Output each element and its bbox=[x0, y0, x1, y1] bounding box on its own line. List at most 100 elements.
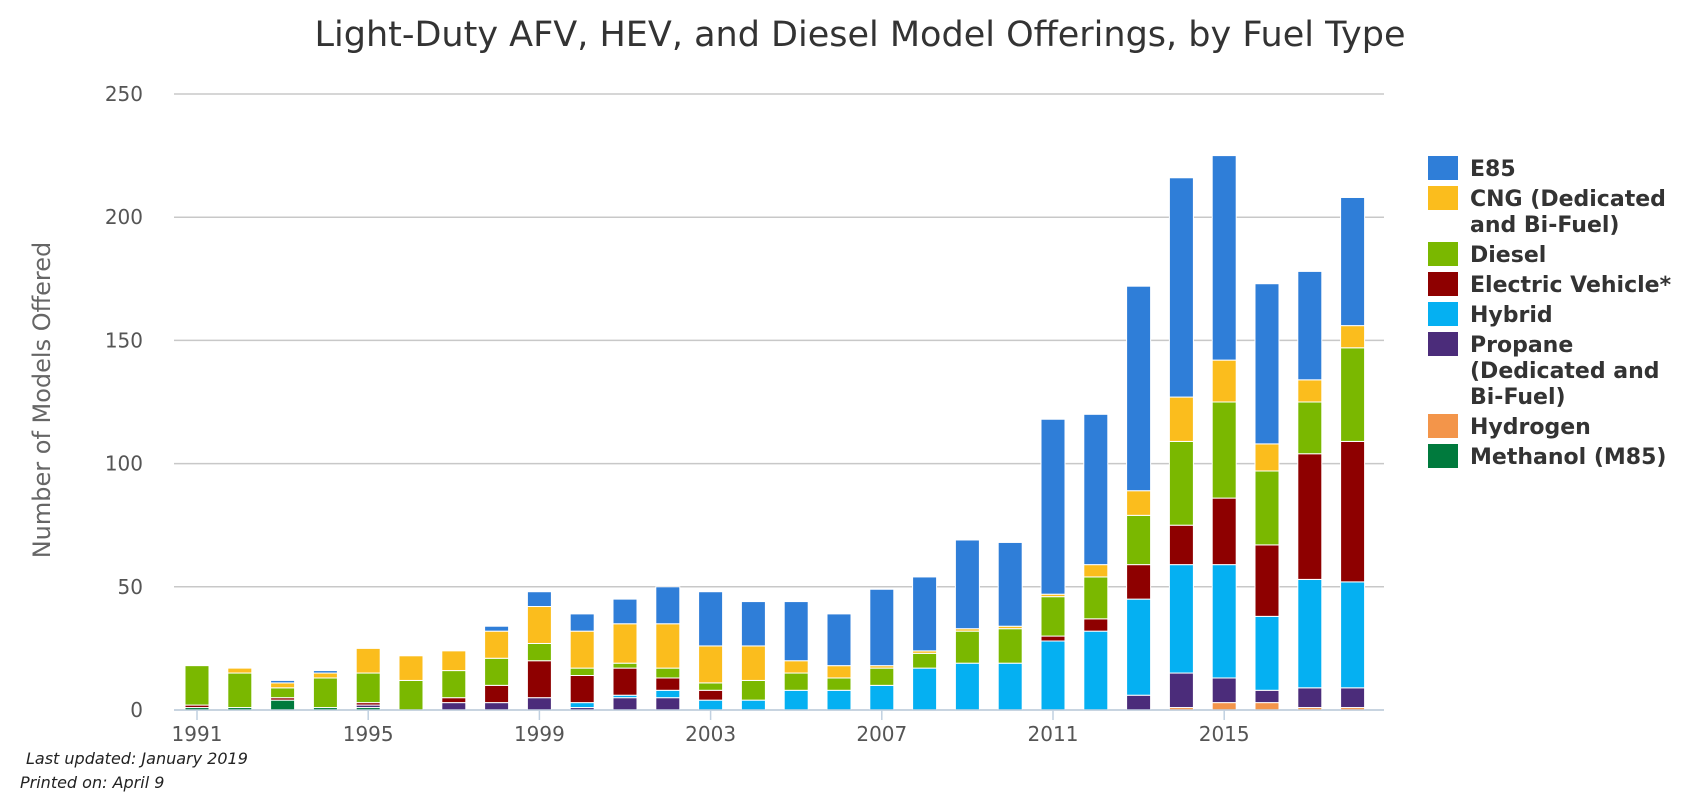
y-tick-label: 250 bbox=[105, 82, 143, 106]
bar-segment bbox=[569, 675, 595, 704]
legend-label: Hybrid bbox=[1470, 303, 1553, 328]
bar-segment bbox=[1126, 564, 1152, 600]
bar-segment bbox=[1126, 694, 1152, 711]
bar-segment bbox=[1168, 440, 1194, 526]
y-tick-label: 50 bbox=[118, 575, 143, 599]
x-axis-ticks: 1991 1995 1999 2003 2007 2011 2015 bbox=[172, 709, 1384, 746]
y-axis-ticks: 0 50 100 150 200 250 bbox=[105, 82, 143, 722]
y-tick-label: 100 bbox=[105, 452, 143, 476]
y-tick-label: 200 bbox=[105, 205, 143, 229]
bar-segment bbox=[1211, 155, 1237, 361]
bar-segment bbox=[569, 613, 595, 632]
bar-segment bbox=[740, 645, 766, 681]
bar-segment bbox=[1254, 283, 1280, 445]
bar-segment bbox=[1168, 177, 1194, 398]
bar-segment bbox=[783, 601, 809, 662]
legend-swatch bbox=[1428, 414, 1458, 438]
x-tick-label: 1991 bbox=[172, 722, 223, 746]
bar-segment bbox=[227, 667, 253, 674]
x-tick-label: 2011 bbox=[1028, 722, 1079, 746]
bar-segment bbox=[1211, 564, 1237, 679]
bar-segment bbox=[655, 689, 681, 699]
bar-segment bbox=[1083, 630, 1109, 711]
bar-segment bbox=[1297, 578, 1323, 689]
bar-segment bbox=[869, 588, 895, 667]
bar-segment bbox=[270, 679, 296, 684]
bar-segment bbox=[1211, 677, 1237, 704]
bar-segment bbox=[783, 672, 809, 691]
legend-label: Propane bbox=[1470, 333, 1573, 358]
legend-label: and Bi-Fuel) bbox=[1470, 213, 1619, 238]
bar-segment bbox=[1254, 544, 1280, 617]
bar-segment bbox=[1211, 401, 1237, 499]
bar-segment bbox=[441, 697, 467, 704]
legend-swatch bbox=[1428, 272, 1458, 296]
bar-segment bbox=[1083, 576, 1109, 620]
legend-swatch bbox=[1428, 302, 1458, 326]
chart-title: Light-Duty AFV, HEV, and Diesel Model Of… bbox=[315, 15, 1406, 55]
bar-segment bbox=[355, 647, 381, 674]
bar-segment bbox=[655, 677, 681, 691]
bar-segment bbox=[526, 642, 552, 662]
legend-item[interactable]: Electric Vehicle* bbox=[1428, 272, 1672, 298]
legend-label: Hydrogen bbox=[1470, 415, 1591, 440]
bar-segment bbox=[612, 662, 638, 669]
bar-segment bbox=[1040, 635, 1066, 642]
bar-segment bbox=[869, 684, 895, 711]
bar-segment bbox=[740, 699, 766, 711]
bar-segment bbox=[1083, 564, 1109, 578]
bar-segment bbox=[312, 672, 338, 679]
bar-segment bbox=[569, 630, 595, 669]
bar-segment bbox=[1297, 687, 1323, 709]
bar-segment bbox=[270, 682, 296, 689]
x-tick-label: 2003 bbox=[685, 722, 736, 746]
y-tick-label: 150 bbox=[105, 328, 143, 352]
bar-segment bbox=[526, 660, 552, 699]
bar-segment bbox=[997, 662, 1023, 711]
bar-segment bbox=[1340, 347, 1366, 442]
bar-segment bbox=[1297, 401, 1323, 455]
bar-segment bbox=[997, 628, 1023, 664]
bar-segment bbox=[1083, 618, 1109, 632]
bar-segment bbox=[698, 699, 724, 711]
bar-segment bbox=[1040, 418, 1066, 595]
bar-segment bbox=[954, 662, 980, 711]
legend-item[interactable]: Hybrid bbox=[1428, 302, 1553, 328]
bar-segment bbox=[398, 679, 424, 711]
last-updated-note: Last updated: January 2019 bbox=[26, 749, 248, 768]
legend-swatch bbox=[1428, 242, 1458, 266]
bar-segment bbox=[484, 625, 510, 632]
bar-segment bbox=[484, 702, 510, 711]
legend-item[interactable]: Hydrogen bbox=[1428, 414, 1591, 440]
bar-segment bbox=[740, 679, 766, 701]
bar-segment bbox=[1040, 596, 1066, 637]
legend-item[interactable]: E85 bbox=[1428, 156, 1516, 182]
bar-segment bbox=[1254, 443, 1280, 472]
bar-segment bbox=[1340, 687, 1366, 709]
bar-segment bbox=[184, 665, 210, 706]
legend-item[interactable]: Methanol (M85) bbox=[1428, 444, 1666, 470]
legend-swatch bbox=[1428, 156, 1458, 180]
bar-segment bbox=[1297, 453, 1323, 580]
bar-segment bbox=[1340, 581, 1366, 689]
legend-item[interactable]: Diesel bbox=[1428, 242, 1546, 268]
legend-label: Bi-Fuel) bbox=[1470, 385, 1566, 410]
x-tick-label: 1999 bbox=[514, 722, 565, 746]
bar-segment bbox=[912, 667, 938, 711]
bar-segment bbox=[270, 687, 296, 699]
bar-segment bbox=[655, 667, 681, 679]
bar-segment bbox=[997, 541, 1023, 627]
bar-segment bbox=[1254, 702, 1280, 711]
bar-segment bbox=[869, 667, 895, 686]
bar-segment bbox=[484, 684, 510, 704]
bar-segment bbox=[526, 697, 552, 711]
printed-on-note: Printed on: April 9 bbox=[20, 773, 164, 792]
gridlines bbox=[174, 93, 1384, 711]
bar-segment bbox=[698, 689, 724, 701]
legend-swatch bbox=[1428, 444, 1458, 468]
bar-segment bbox=[912, 576, 938, 652]
